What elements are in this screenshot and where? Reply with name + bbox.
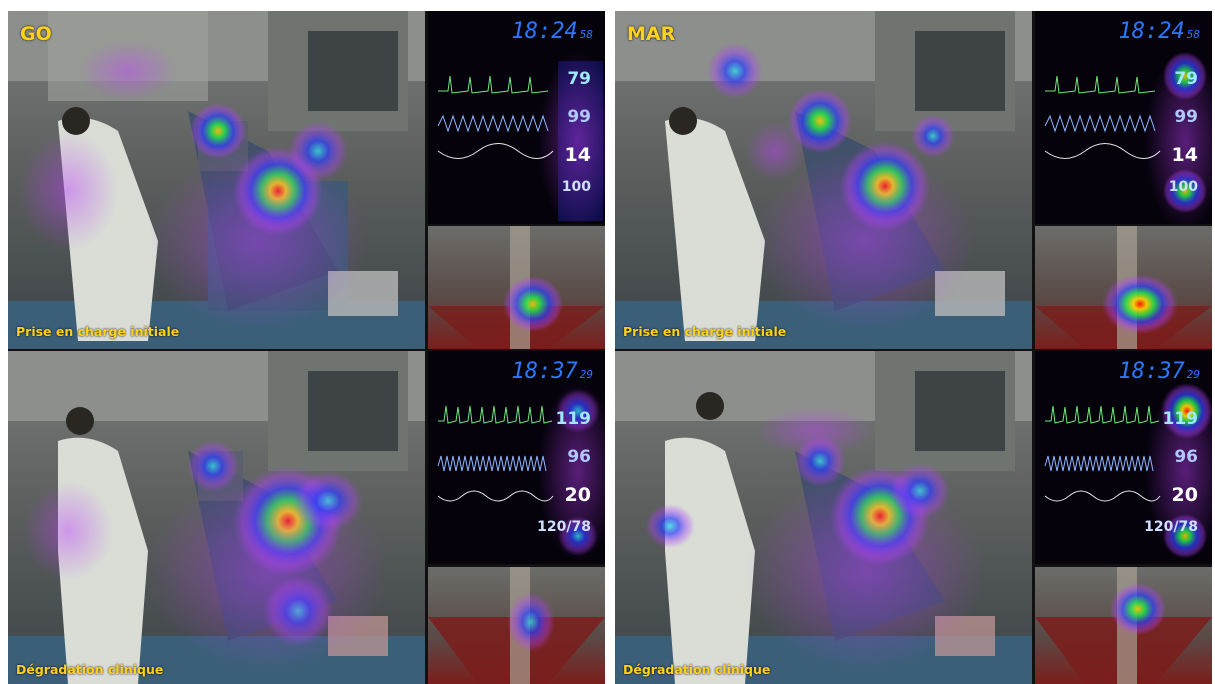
gaze-haze	[148, 471, 388, 671]
gaze-haze	[148, 151, 368, 331]
blood-loss-bag-degradation	[1035, 567, 1212, 684]
vital-resp-rate: 20	[564, 484, 591, 506]
scene-image-initial: Prise en charge initiale	[615, 11, 1032, 349]
patient-monitor-initial: 18:24 58 79 99 14 100	[428, 11, 605, 224]
vital-heart-rate: 119	[555, 409, 592, 429]
monitor-clock: 18:37 29	[512, 359, 593, 384]
clock-seconds: 58	[1186, 28, 1200, 41]
gaze-hotspot	[507, 592, 555, 652]
gaze-haze	[78, 41, 178, 101]
clock-time: 18:37	[511, 359, 578, 384]
clock-time: 18:24	[1118, 19, 1185, 44]
gaze-hotspot	[1110, 583, 1166, 635]
vital-spo2: 99	[567, 107, 591, 127]
phase-label: Prise en charge initiale	[623, 324, 787, 339]
gaze-hotspot	[503, 276, 563, 332]
monitor-clock: 18:24 58	[512, 19, 593, 44]
blood-loss-bag-initial	[428, 226, 605, 349]
clock-seconds: 29	[579, 368, 593, 381]
vital-blood-pressure: 120/78	[537, 519, 591, 535]
vital-blood-pressure: 120/78	[1144, 519, 1198, 535]
gaze-hotspot	[645, 504, 695, 548]
gaze-haze	[755, 151, 975, 331]
vital-resp-rate: 14	[564, 144, 591, 166]
vital-spo2: 96	[567, 447, 591, 467]
gaze-hotspot	[707, 43, 763, 99]
vital-blood-pressure: 100	[561, 179, 591, 195]
panel-title: MAR	[627, 23, 676, 45]
patient-monitor-degradation: 18:37 29 119 96 20 120/78	[1035, 351, 1212, 564]
scene-image-degradation: Dégradation clinique	[615, 351, 1032, 684]
phase-label: Prise en charge initiale	[16, 324, 180, 339]
gaze-hotspot	[911, 114, 955, 158]
blood-loss-bag-degradation	[428, 567, 605, 684]
vital-heart-rate: 79	[567, 69, 591, 89]
clock-seconds: 58	[579, 28, 593, 41]
monitor-clock: 18:37 29	[1119, 359, 1200, 384]
gaze-haze	[18, 131, 118, 251]
gaze-hotspot	[1102, 274, 1178, 334]
clock-time: 18:24	[511, 19, 578, 44]
scene-image-degradation: Dégradation clinique	[8, 351, 425, 684]
phase-label: Dégradation clinique	[16, 662, 164, 677]
gaze-haze	[745, 121, 805, 181]
clock-seconds: 29	[1186, 368, 1200, 381]
vital-spo2: 96	[1174, 447, 1198, 467]
vital-blood-pressure: 100	[1168, 179, 1198, 195]
panel-title: GO	[20, 23, 52, 45]
gaze-hotspot	[788, 89, 852, 153]
patient-monitor-initial: 18:24 58 79 99 14 100	[1035, 11, 1212, 224]
monitor-clock: 18:24 58	[1119, 19, 1200, 44]
gaze-hotspot	[190, 103, 246, 159]
patient-monitor-degradation: 18:37 29 119 96 20 120/78	[428, 351, 605, 564]
phase-label: Dégradation clinique	[623, 662, 771, 677]
vital-resp-rate: 20	[1171, 484, 1198, 506]
vital-heart-rate: 119	[1162, 409, 1199, 429]
blood-loss-bag-initial	[1035, 226, 1212, 349]
vital-resp-rate: 14	[1171, 144, 1198, 166]
panel-mar: MAR Prise en charge initiale	[615, 11, 1212, 684]
gaze-haze	[23, 481, 113, 581]
gaze-haze	[745, 471, 985, 671]
scene-image-initial: Prise en charge initiale	[8, 11, 425, 349]
vital-spo2: 99	[1174, 107, 1198, 127]
vital-heart-rate: 79	[1174, 69, 1198, 89]
clock-time: 18:37	[1118, 359, 1185, 384]
panel-go: GO Prise en charge initiale	[8, 11, 605, 684]
gaze-haze	[755, 406, 875, 456]
